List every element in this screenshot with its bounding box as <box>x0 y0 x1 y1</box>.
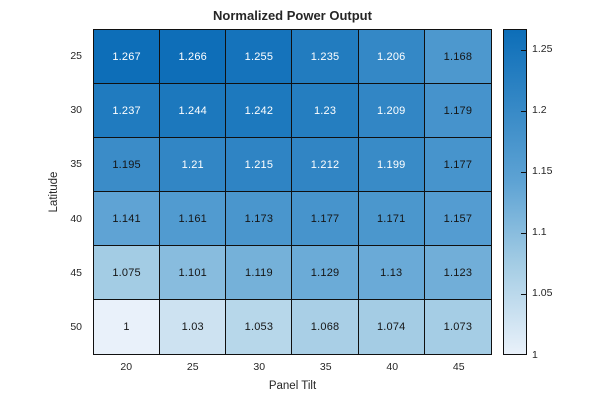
heatmap-cell: 1.195 <box>94 138 161 192</box>
y-tick-label: 45 <box>70 267 82 279</box>
heatmap-cell: 1.23 <box>292 84 359 138</box>
colorbar-tick-label: 1.05 <box>532 287 553 300</box>
colorbar-tick-mark <box>521 232 526 234</box>
heatmap-cell: 1.068 <box>292 300 359 354</box>
heatmap-cell: 1.267 <box>94 30 161 84</box>
heatmap-cell: 1.212 <box>292 138 359 192</box>
heatmap-cell: 1.168 <box>424 30 491 84</box>
colorbar-tick-mark <box>521 171 526 173</box>
colorbar-tick-label: 1.25 <box>532 43 553 56</box>
heatmap-cell: 1.255 <box>226 30 293 84</box>
heatmap-grid: 1.267 1.266 1.255 1.235 1.206 1.168 1.237 1.244… <box>93 29 492 355</box>
heatmap-cell: 1.119 <box>226 246 293 300</box>
heatmap-cell: 1.177 <box>424 138 491 192</box>
y-tick-label: 30 <box>70 104 82 116</box>
heatmap-cell: 1.206 <box>358 30 425 84</box>
colorbar-tick-mark <box>521 49 526 51</box>
colorbar-tick-label: 1.15 <box>532 165 553 178</box>
heatmap-cell: 1.129 <box>292 246 359 300</box>
heatmap-cell: 1.123 <box>424 246 491 300</box>
heatmap-cell: 1.161 <box>160 192 227 246</box>
x-tick-label: 25 <box>186 361 199 373</box>
heatmap-cell: 1.173 <box>226 192 293 246</box>
heatmap-cell: 1.244 <box>160 84 227 138</box>
heatmap-cell: 1.074 <box>358 300 425 354</box>
heatmap-cell: 1.21 <box>160 138 227 192</box>
heatmap-cell: 1.237 <box>94 84 161 138</box>
heatmap-cell: 1.209 <box>358 84 425 138</box>
x-tick-label: 30 <box>253 361 266 373</box>
heatmap-cell: 1.199 <box>358 138 425 192</box>
colorbar-tick-label: 1.2 <box>532 104 547 117</box>
heatmap-cell: 1.215 <box>226 138 293 192</box>
heatmap-cell: 1.242 <box>226 84 293 138</box>
heatmap-cell: 1.03 <box>160 300 227 354</box>
heatmap-cell: 1.157 <box>424 192 491 246</box>
heatmap-cell: 1.235 <box>292 30 359 84</box>
chart-title: Normalized Power Output <box>213 8 372 23</box>
heatmap-cell: 1.073 <box>424 300 491 354</box>
colorbar-tick-label: 1.1 <box>532 226 547 239</box>
x-tick-label: 20 <box>120 361 133 373</box>
heatmap-cell: 1.13 <box>358 246 425 300</box>
heatmap-cell: 1.266 <box>160 30 227 84</box>
x-axis-label: Panel Tilt <box>268 380 317 392</box>
y-tick-label: 50 <box>70 321 82 334</box>
x-tick-label: 45 <box>452 361 465 373</box>
y-tick-label: 40 <box>70 212 82 225</box>
heatmap-cell: 1.053 <box>226 300 293 354</box>
x-tick-label: 40 <box>386 361 399 373</box>
colorbar-tick-label: 1 <box>532 348 538 361</box>
heatmap-cell: 1.141 <box>94 192 161 246</box>
heatmap-cell: 1.171 <box>358 192 425 246</box>
y-tick-label: 25 <box>70 49 82 62</box>
heatmap-cell: 1.101 <box>160 246 227 300</box>
heatmap-cell: 1 <box>94 300 161 354</box>
heatmap-cell: 1.177 <box>292 192 359 246</box>
heatmap-cell: 1.075 <box>94 246 161 300</box>
colorbar <box>503 29 527 355</box>
colorbar-tick-mark <box>521 293 526 295</box>
x-tick-label: 35 <box>319 361 332 373</box>
heatmap-cell: 1.179 <box>424 84 491 138</box>
colorbar-tick-mark <box>521 110 526 112</box>
y-tick-label: 35 <box>70 158 82 171</box>
colorbar-tick-mark <box>521 354 526 355</box>
